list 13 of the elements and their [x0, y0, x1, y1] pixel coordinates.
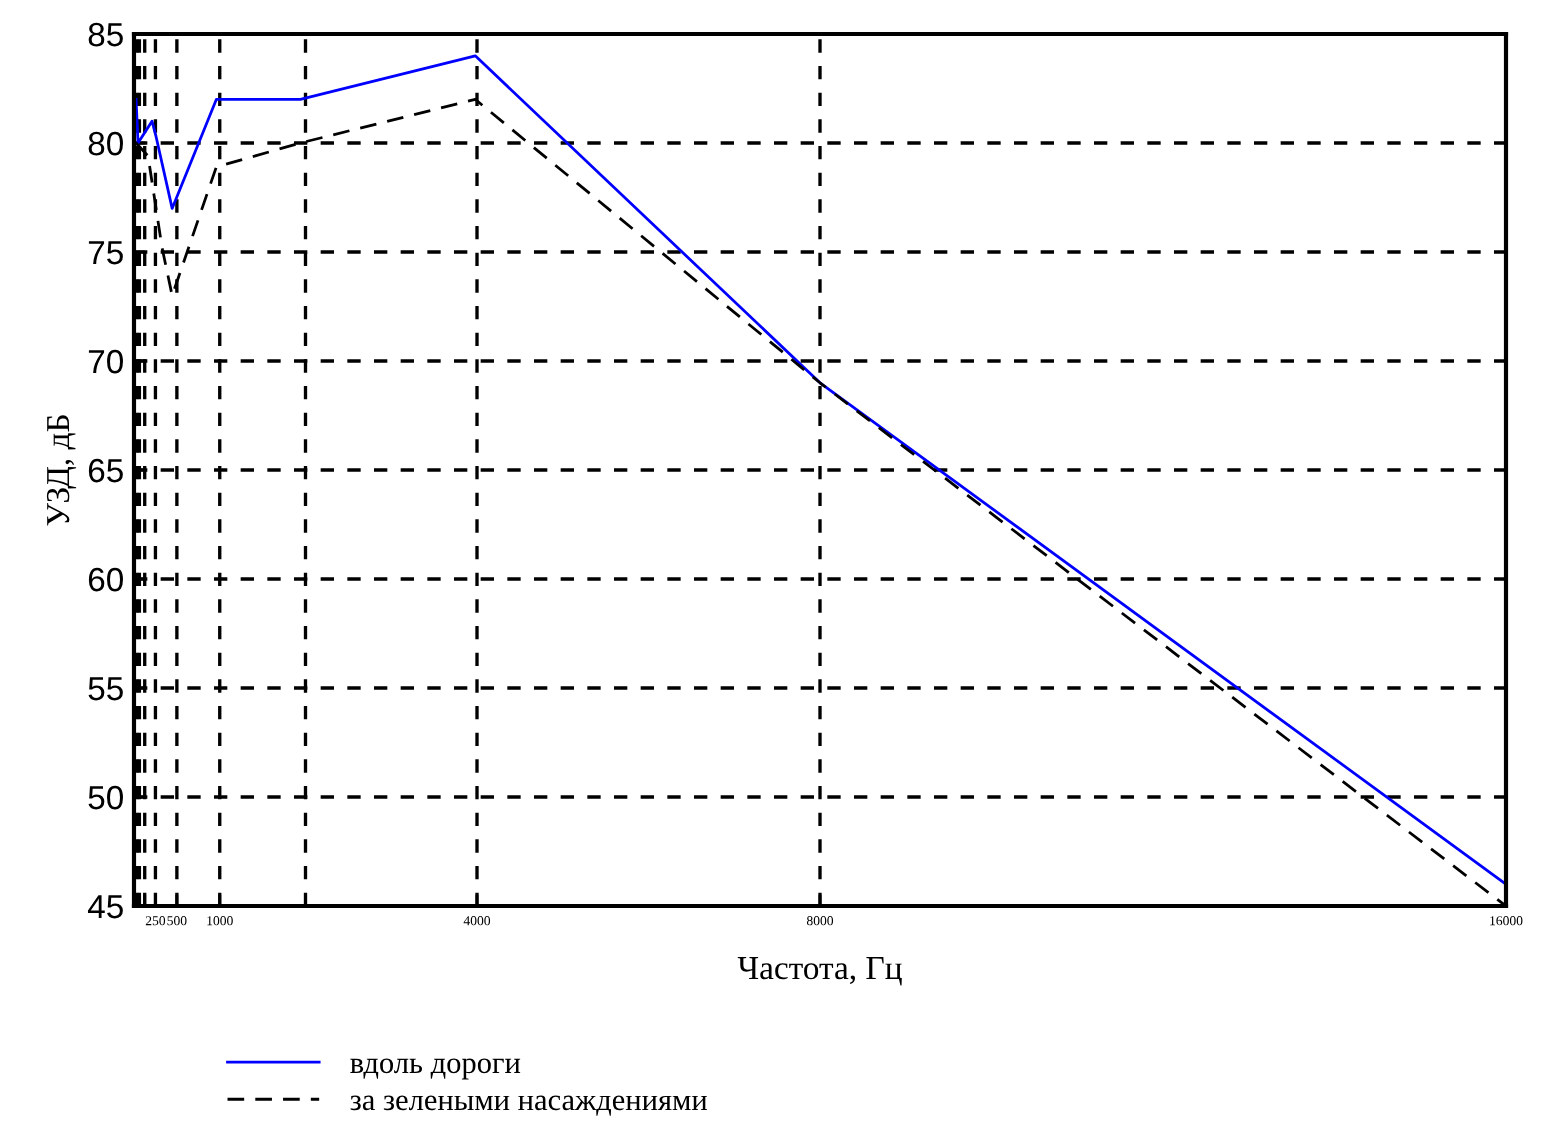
y-tick-label: 60: [88, 567, 123, 592]
y-tick-label: 85: [88, 22, 123, 47]
legend-label: за зелеными насаждениями: [350, 1095, 708, 1116]
y-axis-title: УЗД, дБ: [46, 415, 77, 526]
y-tick-label: 75: [88, 241, 123, 265]
y-tick-label: 80: [88, 131, 123, 156]
x-axis-title: Частота, Гц: [737, 957, 902, 986]
legend-label: вдоль дороги: [350, 1058, 521, 1080]
y-tick-label: 70: [88, 349, 123, 374]
y-tick-label: 45: [87, 895, 123, 919]
y-tick-label: 65: [88, 458, 123, 483]
y-tick-label: 50: [88, 785, 123, 810]
y-tick-label: 55: [88, 677, 123, 701]
